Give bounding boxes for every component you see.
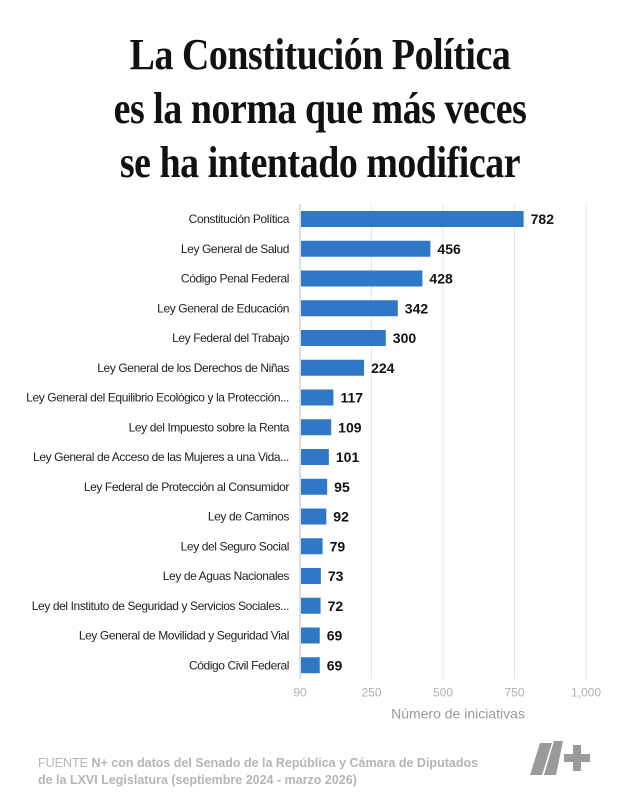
value-label: 428 <box>429 271 453 287</box>
value-label: 92 <box>333 509 349 525</box>
category-label: Ley de Caminos <box>208 510 290 524</box>
category-label: Ley General del Equilibrio Ecológico y l… <box>26 391 289 405</box>
bar <box>301 508 327 525</box>
value-label: 72 <box>328 598 344 614</box>
category-label: Ley Federal del Trabajo <box>172 331 290 345</box>
bar <box>301 211 524 227</box>
category-label: Ley del Seguro Social <box>181 539 289 553</box>
category-label: Ley de Aguas Nacionales <box>163 569 290 583</box>
title-line: La Constitución Política <box>129 30 511 79</box>
bar <box>301 657 320 674</box>
value-label: 101 <box>336 449 360 465</box>
category-label: Ley General de Educación <box>157 301 289 315</box>
category-label: Ley General de los Derechos de Niñas <box>97 361 289 375</box>
bar <box>301 359 365 376</box>
bar <box>301 478 328 495</box>
source-line1: N+ con datos del Senado de la República … <box>91 756 479 770</box>
value-label: 300 <box>393 330 417 346</box>
source-note: FUENTE N+ con datos del Senado de la Rep… <box>38 755 478 789</box>
category-label: Ley General de Salud <box>181 242 289 256</box>
x-tick-label: 500 <box>433 685 453 699</box>
category-label: Ley General de Acceso de las Mujeres a u… <box>33 450 289 464</box>
nplus-logo <box>530 741 590 775</box>
category-label: Ley del Impuesto sobre la Renta <box>129 420 290 434</box>
category-label: Código Civil Federal <box>189 658 289 672</box>
x-tick-label: 750 <box>504 685 524 699</box>
chart-title: La Constitución Política es la norma que… <box>0 28 640 190</box>
x-tick-label: 1,000 <box>571 685 601 699</box>
value-label: 95 <box>334 479 350 495</box>
bar <box>301 300 398 317</box>
bar <box>301 568 321 584</box>
value-label: 342 <box>405 300 429 316</box>
value-label: 224 <box>371 360 395 376</box>
bar <box>301 330 386 346</box>
category-label: Código Penal Federal <box>181 272 289 286</box>
value-label: 79 <box>330 538 346 554</box>
title-line: es la norma que más veces <box>113 84 527 133</box>
x-tick-label: 90 <box>293 685 307 699</box>
title-line: se ha intentado modificar <box>119 138 521 187</box>
bar <box>301 597 321 614</box>
value-label: 456 <box>437 241 461 257</box>
value-label: 117 <box>340 390 363 406</box>
bar <box>301 270 423 287</box>
bar <box>301 538 323 555</box>
bar <box>301 419 332 436</box>
bar <box>301 449 329 465</box>
bar <box>301 389 334 406</box>
category-label: Ley del Instituto de Seguridad y Servici… <box>32 599 289 613</box>
source-prefix: FUENTE <box>38 756 88 770</box>
x-tick-label: 250 <box>361 685 381 699</box>
category-label: Ley General de Movilidad y Seguridad Via… <box>79 629 289 643</box>
category-label: Constitución Política <box>189 212 290 226</box>
category-label: Ley Federal de Protección al Consumidor <box>84 480 290 494</box>
value-label: 109 <box>338 419 362 435</box>
value-label: 782 <box>531 211 555 227</box>
bar <box>301 240 431 257</box>
value-label: 69 <box>327 657 343 673</box>
value-label: 73 <box>328 568 344 584</box>
source-line2: de la LXVI Legislatura (septiembre 2024 … <box>38 773 357 787</box>
bar <box>301 627 320 644</box>
x-axis-label: Número de iniciativas <box>391 705 525 721</box>
bar-chart: 90 250 500 750 1,000 Número de iniciativas Con… <box>26 204 601 721</box>
value-label: 69 <box>327 628 343 644</box>
